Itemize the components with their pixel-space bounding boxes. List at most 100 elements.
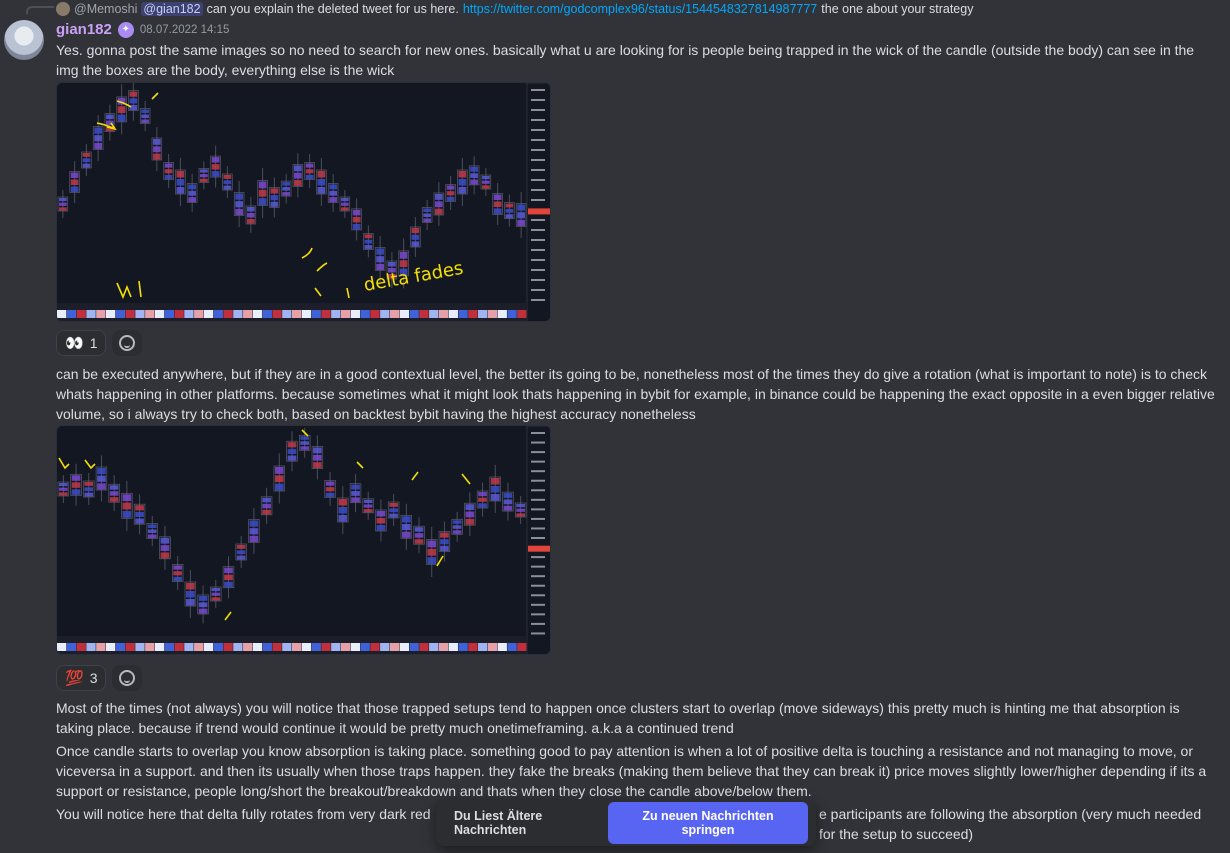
candle xyxy=(386,252,398,288)
annotation-arrow xyxy=(301,429,309,437)
candle xyxy=(69,161,80,203)
price-tick xyxy=(531,508,545,511)
annotation-arrow xyxy=(316,262,328,272)
candle xyxy=(108,475,120,512)
price-tick xyxy=(531,603,545,606)
annotation-arrow xyxy=(84,459,96,470)
candle xyxy=(286,431,298,472)
current-price-marker xyxy=(528,545,550,552)
reply-link[interactable]: https://twitter.com/godcomplex96/status/… xyxy=(462,2,818,16)
candle xyxy=(438,521,451,562)
annotation-arrow xyxy=(116,280,142,300)
older-messages-label: Du Liest Ältere Nachrichten xyxy=(454,809,543,837)
candle xyxy=(480,168,492,196)
message-paragraph-5-tail: e participants are following the absorpt… xyxy=(819,804,1219,844)
reply-avatar xyxy=(56,2,70,16)
message-paragraph-3: Most of the times (not always) you will … xyxy=(56,700,1180,736)
candle xyxy=(337,486,349,534)
candle xyxy=(375,499,387,542)
candle xyxy=(222,556,235,599)
candle xyxy=(248,508,260,554)
add-reaction-button[interactable] xyxy=(112,330,143,356)
candle xyxy=(186,174,198,212)
price-tick xyxy=(531,584,545,587)
candle xyxy=(198,161,210,190)
candle xyxy=(235,536,247,568)
paragraph-5-start: You will notice here that delta fully ro… xyxy=(56,806,431,822)
reply-connector xyxy=(26,6,54,14)
price-tick xyxy=(531,556,545,559)
candle xyxy=(426,527,438,577)
reply-author[interactable]: @Memoshi xyxy=(74,2,138,16)
candle xyxy=(400,503,413,550)
candle xyxy=(197,585,209,624)
avatar[interactable] xyxy=(4,20,44,60)
jump-to-new-button[interactable]: Zu neuen Nachrichten springen xyxy=(607,802,808,844)
candle xyxy=(504,194,515,227)
price-tick xyxy=(531,613,545,616)
price-tick xyxy=(531,489,545,492)
price-tick xyxy=(531,451,545,454)
chart-image-1[interactable]: delta fades xyxy=(56,82,551,322)
reply-reference[interactable]: @Memoshi @gian182 can you explain the de… xyxy=(56,1,973,17)
candle xyxy=(269,177,280,218)
price-tick xyxy=(531,470,545,473)
price-tick xyxy=(531,99,545,101)
candle xyxy=(374,236,386,282)
candle xyxy=(316,158,327,206)
mention-tag[interactable]: @gian182 xyxy=(141,2,203,16)
candle xyxy=(273,453,285,504)
candle xyxy=(304,154,315,188)
annotation-arrow xyxy=(436,555,444,567)
price-tick xyxy=(531,498,545,501)
reaction-eyes[interactable]: 👀 1 xyxy=(56,330,107,356)
candle xyxy=(104,104,116,141)
reaction-hundred[interactable]: 💯 3 xyxy=(56,665,107,691)
message-header: gian182 ✦ 08.07.2022 14:15 xyxy=(56,21,229,38)
reactions-bar-2: 💯 3 xyxy=(56,665,143,691)
candle xyxy=(210,145,221,188)
candle xyxy=(83,473,95,505)
candle xyxy=(464,492,476,537)
price-tick xyxy=(531,119,545,121)
candle xyxy=(280,173,292,204)
candle xyxy=(222,166,233,198)
message-paragraph-1: Yes. gonna post the same images so no ne… xyxy=(56,42,1195,78)
candle xyxy=(245,197,257,233)
price-tick xyxy=(531,279,545,281)
candle xyxy=(139,101,151,131)
price-tick xyxy=(531,517,545,520)
price-axis xyxy=(526,426,550,654)
candle xyxy=(57,475,70,503)
price-tick xyxy=(531,179,545,181)
candle xyxy=(413,517,425,554)
candle xyxy=(363,225,374,258)
annotation-arrow xyxy=(116,100,132,108)
price-tick xyxy=(531,565,545,568)
candle xyxy=(95,455,108,502)
price-tick xyxy=(531,129,545,131)
price-tick xyxy=(531,269,545,271)
candle xyxy=(324,472,336,506)
delta-heatmap xyxy=(57,636,527,654)
price-tick xyxy=(531,239,545,241)
price-tick xyxy=(531,289,545,291)
candle xyxy=(349,474,362,513)
chart-image-2[interactable] xyxy=(56,425,551,655)
candle xyxy=(171,556,184,590)
candle xyxy=(210,580,222,608)
price-tick xyxy=(531,432,545,434)
candle xyxy=(339,190,351,218)
smile-icon xyxy=(119,670,136,686)
candle xyxy=(351,198,362,241)
username[interactable]: gian182 xyxy=(56,21,112,38)
add-reaction-button[interactable] xyxy=(112,665,143,691)
price-tick xyxy=(531,575,545,578)
candle xyxy=(260,487,273,524)
candle xyxy=(451,511,463,542)
candle xyxy=(327,174,339,212)
annotation-arrow xyxy=(96,122,117,131)
price-tick xyxy=(531,229,545,231)
price-tick xyxy=(531,460,545,463)
reply-text-tail: the one about your strategy xyxy=(821,2,974,16)
